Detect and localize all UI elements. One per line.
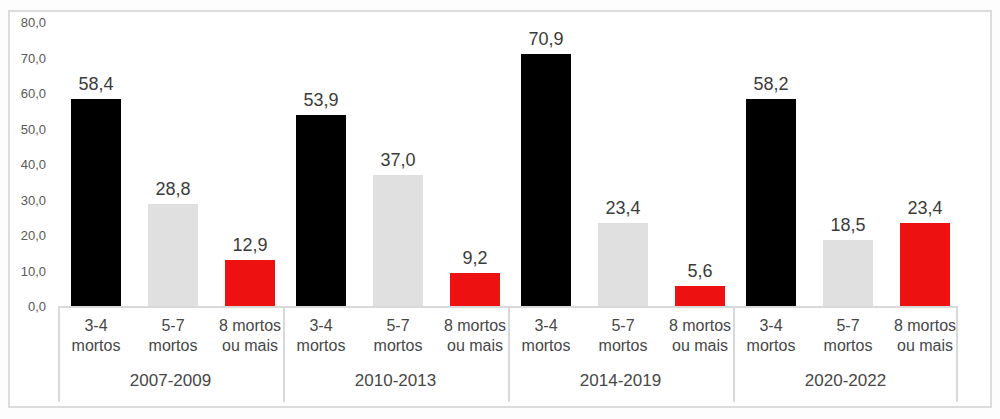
period-label-2010-2013: 2010-2013 xyxy=(283,372,508,389)
category-label-line: 3-4 xyxy=(759,316,782,336)
category-label-5-7-mortos: 5-7mortos xyxy=(148,316,198,356)
category-label-3-4-mortos: 3-4mortos xyxy=(71,316,121,356)
y-tick-label: 80,0 xyxy=(0,16,46,29)
category-label-8-mortos-ou-mais: 8 mortosou mais xyxy=(675,316,725,356)
bar-3-4-mortos-2010-2013: 53,9 xyxy=(296,115,346,306)
bar-value-label: 23,4 xyxy=(907,199,942,217)
category-label-line: 5-7 xyxy=(161,316,184,336)
y-tick-label: 10,0 xyxy=(0,265,46,278)
category-label-line: ou mais xyxy=(672,336,728,356)
bar-group-2014-2019: 70,9 23,4 5,6 xyxy=(508,22,733,306)
category-label-8-mortos-ou-mais: 8 mortosou mais xyxy=(450,316,500,356)
category-label-line: mortos xyxy=(374,336,423,356)
x-axis-group-2014-2019: 3-4mortos5-7mortos8 mortosou mais2014-20… xyxy=(508,308,733,402)
category-label-line: 8 mortos xyxy=(669,316,731,336)
category-label-line: 3-4 xyxy=(309,316,332,336)
period-label-2014-2019: 2014-2019 xyxy=(508,372,733,389)
category-label-line: 5-7 xyxy=(611,316,634,336)
bar-value-label: 23,4 xyxy=(605,199,640,217)
x-axis: 3-4mortos5-7mortos8 mortosou mais2007-20… xyxy=(58,306,958,400)
category-label-line: mortos xyxy=(72,336,121,356)
y-tick-label: 50,0 xyxy=(0,123,46,136)
bar-5-7-mortos-2007-2009: 28,8 xyxy=(148,204,198,306)
category-label-line: 8 mortos xyxy=(894,316,956,336)
category-label-8-mortos-ou-mais: 8 mortosou mais xyxy=(900,316,950,356)
category-label-line: 8 mortos xyxy=(219,316,281,336)
bar-value-label: 18,5 xyxy=(830,216,865,234)
category-label-line: mortos xyxy=(522,336,571,356)
period-label-2007-2009: 2007-2009 xyxy=(58,372,283,389)
category-label-line: ou mais xyxy=(897,336,953,356)
bar-5-7-mortos-2014-2019: 23,4 xyxy=(598,223,648,306)
bar-3-4-mortos-2007-2009: 58,4 xyxy=(71,99,121,306)
bar-3-4-mortos-2014-2019: 70,9 xyxy=(521,54,571,306)
category-label-line: mortos xyxy=(149,336,198,356)
x-axis-group-2007-2009: 3-4mortos5-7mortos8 mortosou mais2007-20… xyxy=(58,308,283,402)
bar-group-2007-2009: 58,4 28,8 12,9 xyxy=(58,22,283,306)
category-label-line: ou mais xyxy=(222,336,278,356)
category-label-5-7-mortos: 5-7mortos xyxy=(823,316,873,356)
category-label-3-4-mortos: 3-4mortos xyxy=(746,316,796,356)
category-label-line: 8 mortos xyxy=(444,316,506,336)
category-label-row: 3-4mortos5-7mortos8 mortosou mais xyxy=(733,308,958,356)
bar-value-label: 58,2 xyxy=(753,75,788,93)
bar-group-2020-2022: 58,2 18,5 23,4 xyxy=(733,22,958,306)
category-label-line: mortos xyxy=(824,336,873,356)
x-axis-group-2020-2022: 3-4mortos5-7mortos8 mortosou mais2020-20… xyxy=(733,308,958,402)
category-label-line: mortos xyxy=(599,336,648,356)
bar-value-label: 12,9 xyxy=(232,236,267,254)
y-tick-label: 30,0 xyxy=(0,194,46,207)
bar-value-label: 58,4 xyxy=(78,75,113,93)
category-label-line: 5-7 xyxy=(386,316,409,336)
y-tick-label: 20,0 xyxy=(0,229,46,242)
bar-8-mortos-ou-mais-2007-2009: 12,9 xyxy=(225,260,275,306)
bar-8-mortos-ou-mais-2014-2019: 5,6 xyxy=(675,286,725,306)
category-label-row: 3-4mortos5-7mortos8 mortosou mais xyxy=(283,308,508,356)
bar-value-label: 70,9 xyxy=(528,30,563,48)
category-label-row: 3-4mortos5-7mortos8 mortosou mais xyxy=(508,308,733,356)
bar-value-label: 28,8 xyxy=(155,180,190,198)
x-axis-group-2010-2013: 3-4mortos5-7mortos8 mortosou mais2010-20… xyxy=(283,308,508,402)
category-label-line: 3-4 xyxy=(534,316,557,336)
category-label-3-4-mortos: 3-4mortos xyxy=(521,316,571,356)
y-tick-label: 60,0 xyxy=(0,87,46,100)
bar-value-label: 53,9 xyxy=(303,91,338,109)
category-label-line: ou mais xyxy=(447,336,503,356)
y-tick-label: 70,0 xyxy=(0,52,46,65)
bar-group-2010-2013: 53,9 37,0 9,2 xyxy=(283,22,508,306)
bar-value-label: 37,0 xyxy=(380,151,415,169)
category-label-line: 5-7 xyxy=(836,316,859,336)
bar-value-label: 5,6 xyxy=(687,262,712,280)
bar-3-4-mortos-2020-2022: 58,2 xyxy=(746,99,796,306)
y-tick-label: 40,0 xyxy=(0,158,46,171)
bar-5-7-mortos-2020-2022: 18,5 xyxy=(823,240,873,306)
category-label-line: mortos xyxy=(747,336,796,356)
y-axis: 80,0 70,0 60,0 50,0 40,0 30,0 20,0 10,0 0,0 xyxy=(0,0,46,419)
plot-area: 58,4 28,8 12,9 53,9 37,0 9,2 70,9 23,4 5,6 58,2 18… xyxy=(58,22,958,306)
category-label-8-mortos-ou-mais: 8 mortosou mais xyxy=(225,316,275,356)
category-label-5-7-mortos: 5-7mortos xyxy=(598,316,648,356)
bar-5-7-mortos-2010-2013: 37,0 xyxy=(373,175,423,306)
bar-value-label: 9,2 xyxy=(462,249,487,267)
y-tick-label: 0,0 xyxy=(0,300,46,313)
period-label-2020-2022: 2020-2022 xyxy=(733,372,958,389)
category-label-row: 3-4mortos5-7mortos8 mortosou mais xyxy=(58,308,283,356)
bar-8-mortos-ou-mais-2010-2013: 9,2 xyxy=(450,273,500,306)
category-label-3-4-mortos: 3-4mortos xyxy=(296,316,346,356)
category-label-5-7-mortos: 5-7mortos xyxy=(373,316,423,356)
category-label-line: mortos xyxy=(297,336,346,356)
category-label-line: 3-4 xyxy=(84,316,107,336)
bar-8-mortos-ou-mais-2020-2022: 23,4 xyxy=(900,223,950,306)
bar-chart: 80,0 70,0 60,0 50,0 40,0 30,0 20,0 10,0 0,0 58,4… xyxy=(0,0,1000,419)
